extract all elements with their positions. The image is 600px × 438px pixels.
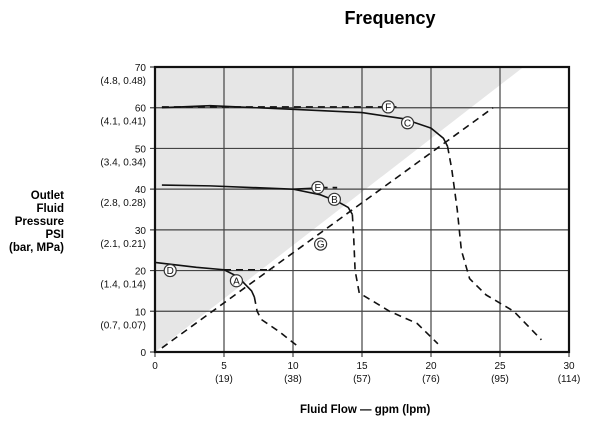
series-e [161,184,321,190]
x-tick-sublabel: (19) [215,374,233,385]
series-d [154,261,225,271]
series-g [161,107,494,349]
y-tick-label: 60 [135,104,147,115]
x-tick-label: 20 [425,361,437,372]
y-tick-sublabel: (1.4, 0.14) [100,280,146,291]
x-tick-sublabel: (38) [284,374,302,385]
y-tick-label: 70 [135,63,147,74]
y-tick-label: 10 [135,307,147,318]
curve-label-c: C [404,118,411,129]
curve-label-a: A [233,276,240,287]
chart-title: Frequency [344,8,436,28]
curve-label-f: F [385,102,391,113]
shaded-region [155,67,524,352]
curve-label-g: G [317,240,325,251]
y-tick-label: 20 [135,267,147,278]
y-tick-sublabel: (2.1, 0.21) [100,239,146,250]
x-axis-label: Fluid Flow — gpm (lpm) [300,404,431,416]
y-tick-label: 30 [135,226,147,237]
x-tick-label: 10 [287,361,299,372]
x-tick-sublabel: (57) [353,374,371,385]
y-tick-label: 0 [140,348,146,359]
series-b-dashed [351,214,439,345]
curve-label-b: B [331,195,338,206]
curve-marker-g [314,237,328,251]
curve-marker-e [311,180,325,195]
x-tick-sublabel: (95) [491,374,509,385]
x-tick-label: 30 [563,361,575,372]
series-a [223,269,256,298]
curve-marker-f [381,100,395,114]
y-axis-label-line: Fluid [36,203,64,215]
x-tick-label: 0 [152,361,158,372]
series-a-dashed [253,296,301,349]
curve-marker-d [163,263,177,278]
y-tick-sublabel: (4.1, 0.41) [100,117,146,128]
curve-label-e: E [315,183,322,194]
x-tick-label: 5 [221,361,227,372]
y-tick-sublabel: (0.7, 0.07) [100,320,146,331]
curve-label-d: D [167,266,174,277]
y-tick-sublabel: (3.4, 0.34) [100,157,146,168]
y-tick-sublabel: (4.8, 0.48) [100,76,146,87]
x-tick-label: 15 [356,361,368,372]
x-tick-sublabel: (76) [422,374,440,385]
y-axis-label-line: Pressure [14,216,64,228]
curve-marker-b [327,192,341,206]
y-tick-label: 50 [135,144,147,155]
y-axis-label-line: PSI [45,229,64,241]
plot-frame [153,65,571,354]
curve-marker-a [229,274,244,288]
y-axis-label: Outlet Fluid Pressure PSI (bar, MPa) [6,190,64,255]
y-axis-label-line: Outlet [30,190,64,202]
x-tick-label: 25 [494,361,506,372]
series-c-dashed [446,146,542,341]
curve-marker-c [400,116,415,130]
y-tick-label: 40 [135,185,147,196]
y-axis-label-line: (bar, MPa) [9,242,64,254]
y-tick-sublabel: (2.8, 0.28) [100,198,146,209]
x-tick-sublabel: (114) [558,374,581,385]
